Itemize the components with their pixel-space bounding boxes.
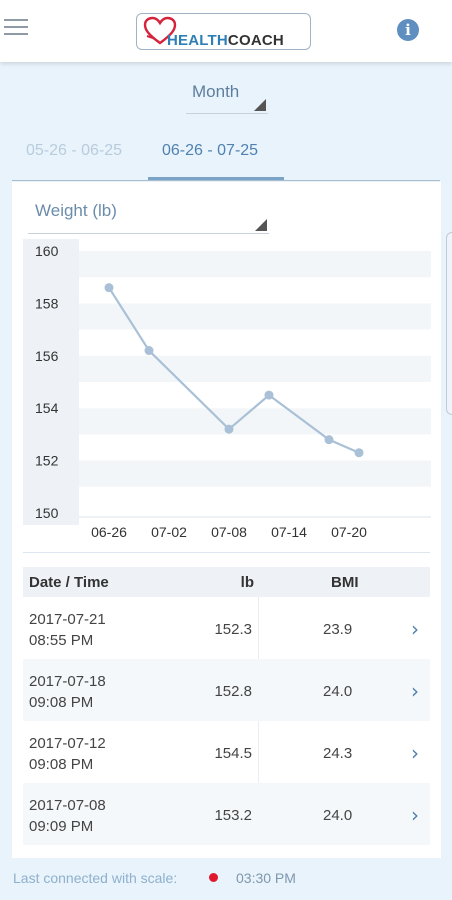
chevron-right-icon[interactable]: › (411, 741, 419, 765)
table-row[interactable]: 2017-07-12 09:08 PM 154.5 24.3 › (23, 721, 430, 783)
grid-band (79, 408, 431, 435)
row-time: 09:08 PM (29, 694, 94, 711)
row-datetime: 2017-07-21 08:55 PM (29, 609, 106, 651)
row-time: 09:09 PM (29, 818, 94, 835)
menu-icon[interactable] (4, 19, 28, 39)
grid-band (79, 251, 431, 278)
x-tick-label: 07-20 (331, 524, 367, 540)
chevron-right-icon[interactable]: › (411, 803, 419, 827)
data-point[interactable] (324, 435, 334, 445)
row-time: 08:55 PM (29, 632, 94, 649)
dropdown-arrow-icon (255, 219, 267, 231)
row-date: 2017-07-18 (29, 673, 106, 690)
divider (23, 552, 430, 553)
table-row[interactable]: 2017-07-08 09:09 PM 153.2 24.0 › (23, 783, 430, 845)
row-bmi: 24.3 (323, 745, 353, 762)
x-tick-label: 06-26 (91, 524, 127, 540)
chevron-right-icon[interactable]: › (411, 617, 419, 641)
connection-status: Last connected with scale: 03:30 PM (13, 870, 433, 892)
table-row[interactable]: 2017-07-21 08:55 PM 152.3 23.9 › (23, 597, 430, 659)
weight-line-chart: 160 158 156 154 152 150 06-26 07-02 07-08 07-14 07… (23, 239, 431, 540)
y-tick-label: 158 (35, 295, 59, 311)
row-bmi: 23.9 (323, 621, 353, 638)
logo-coach-text: COACH (227, 32, 284, 49)
metric-dropdown[interactable]: Weight (lb) (28, 196, 269, 234)
connection-time: 03:30 PM (236, 870, 296, 886)
table-header: Date / Time lb BMI (23, 567, 430, 597)
header-date-time: Date / Time (29, 574, 109, 591)
grid-band (79, 355, 431, 382)
header-lb: lb (240, 574, 254, 591)
header-bmi: BMI (331, 574, 359, 591)
data-point[interactable] (354, 448, 364, 458)
x-tick-label: 07-08 (211, 524, 247, 540)
connection-label: Last connected with scale: (13, 870, 178, 886)
row-bmi: 24.0 (323, 807, 353, 824)
row-bmi: 24.0 (323, 683, 353, 700)
row-datetime: 2017-07-18 09:08 PM (29, 671, 106, 713)
row-lb: 152.8 (214, 683, 252, 700)
row-time: 09:08 PM (29, 756, 94, 773)
data-point[interactable] (224, 424, 234, 434)
data-point[interactable] (264, 390, 274, 400)
x-tick-label: 07-14 (271, 524, 307, 540)
tab-previous-range[interactable]: 05-26 - 06-25 (26, 142, 123, 159)
row-lb: 154.5 (214, 745, 252, 762)
row-datetime: 2017-07-12 09:08 PM (29, 733, 106, 775)
side-drawer-handle[interactable] (446, 232, 452, 415)
y-tick-label: 160 (35, 243, 59, 259)
data-point[interactable] (104, 283, 114, 293)
healthcoach-logo: HEALTHCOACH (136, 13, 311, 50)
series-line (108, 287, 360, 454)
logo-health-text: HEALTH (167, 32, 228, 49)
metric-selected-value: Weight (lb) (35, 201, 117, 220)
info-icon[interactable]: i (397, 19, 419, 41)
tab-current-range[interactable]: 06-26 - 07-25 (162, 142, 259, 159)
row-lb: 153.2 (214, 807, 252, 824)
period-selected-value: Month (192, 82, 240, 101)
heart-logo-icon (143, 16, 177, 45)
status-dot-icon (209, 873, 218, 882)
y-tick-label: 154 (35, 400, 59, 416)
data-point[interactable] (144, 346, 154, 356)
column-divider (258, 597, 259, 845)
date-range-tabs: 05-26 - 06-25 06-26 - 07-25 (12, 130, 440, 181)
measurement-list: 2017-07-21 08:55 PM 152.3 23.9 › 2017-07-… (23, 597, 430, 845)
row-date: 2017-07-12 (29, 735, 106, 752)
y-tick-label: 152 (35, 453, 59, 469)
y-tick-label: 150 (35, 505, 59, 521)
x-tick-label: 07-02 (151, 524, 187, 540)
row-datetime: 2017-07-08 09:09 PM (29, 795, 106, 837)
y-axis-panel (23, 239, 79, 525)
y-tick-label: 156 (35, 348, 59, 364)
app-header: HEALTHCOACH i (0, 0, 452, 62)
table-row[interactable]: 2017-07-18 09:08 PM 152.8 24.0 › (23, 659, 430, 721)
active-tab-indicator (148, 177, 284, 180)
dropdown-arrow-icon (254, 99, 266, 111)
content-card: Weight (lb) 160 158 156 154 152 150 06-26 07-02… (12, 182, 441, 858)
chevron-right-icon[interactable]: › (411, 679, 419, 703)
grid-band (79, 303, 431, 330)
row-lb: 152.3 (214, 621, 252, 638)
period-dropdown[interactable]: Month (186, 78, 268, 114)
grid-band (79, 460, 431, 487)
logo-text: HEALTHCOACH (167, 32, 284, 49)
row-date: 2017-07-08 (29, 797, 106, 814)
row-date: 2017-07-21 (29, 611, 106, 628)
